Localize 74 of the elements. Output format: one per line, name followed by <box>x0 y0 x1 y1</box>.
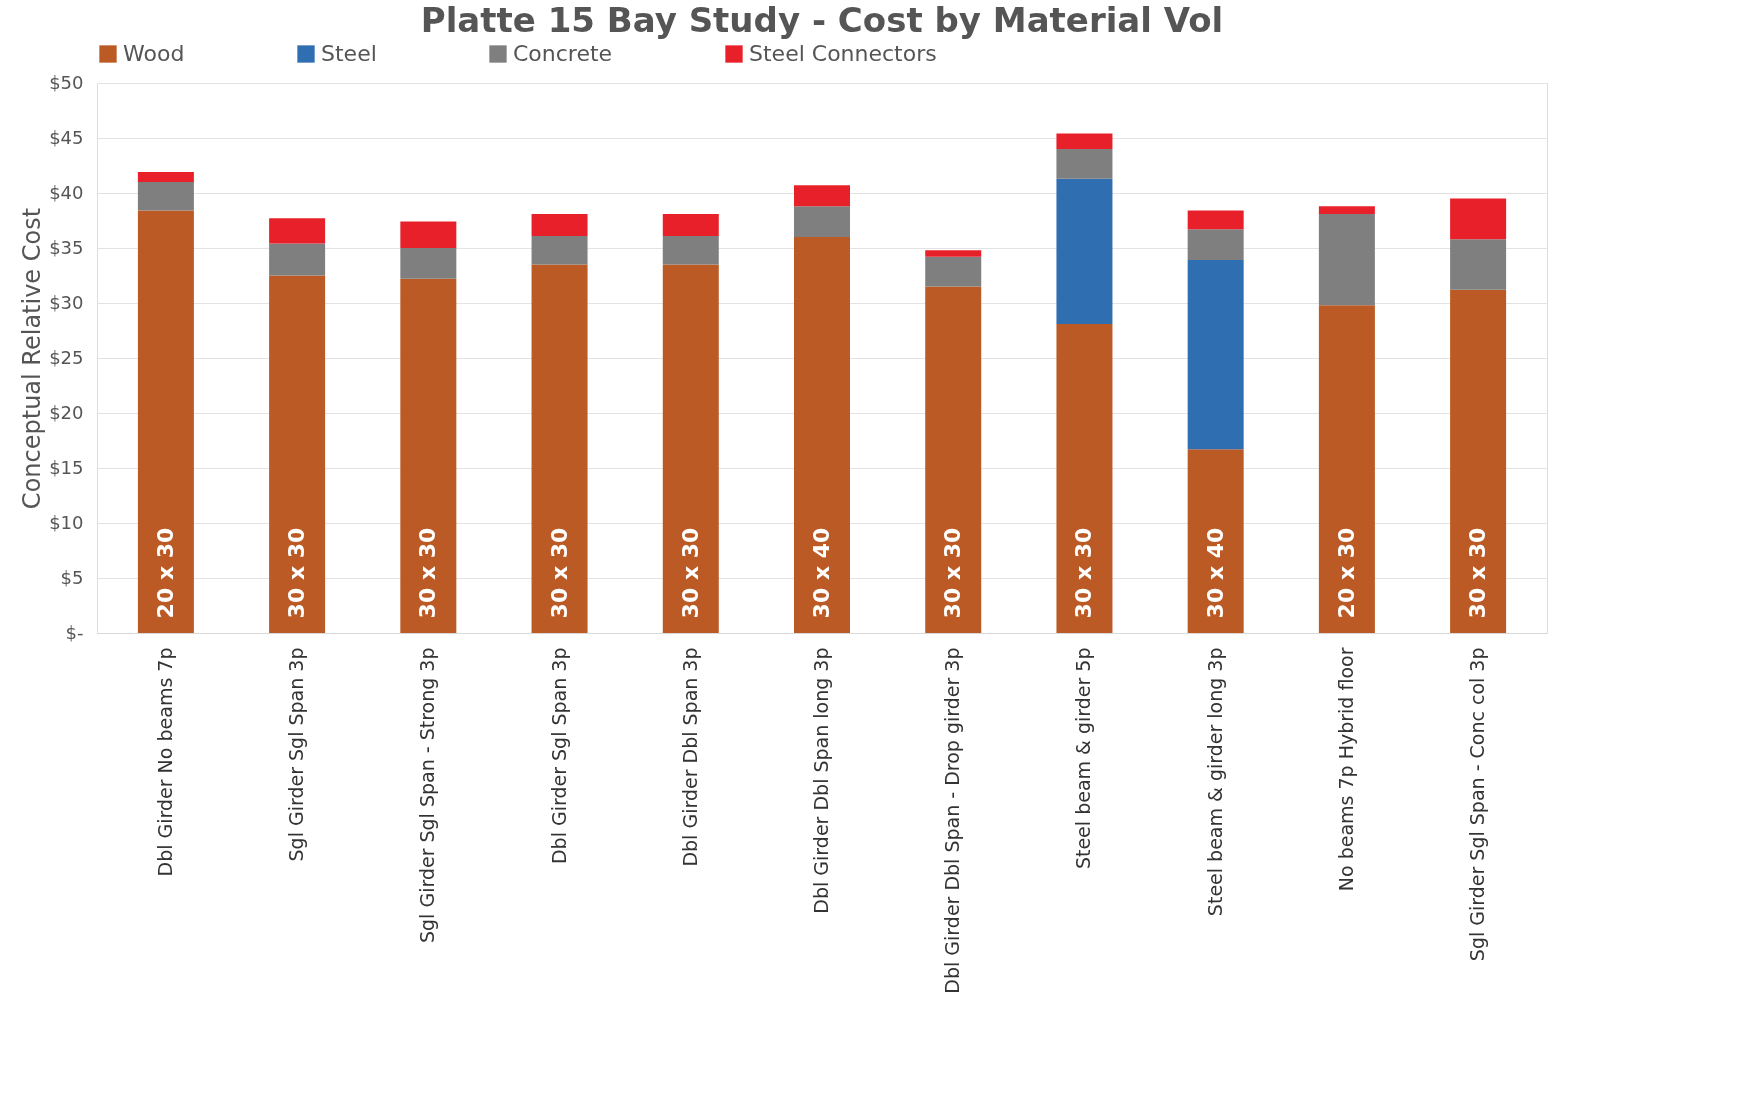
bar <box>662 235 719 265</box>
bar <box>794 237 850 633</box>
x-tick-label: Sgl Girder Sgl Span - Strong 3p <box>416 647 439 944</box>
y-tick-label: $15 <box>49 456 84 478</box>
annotation: 30 x 30 <box>546 527 572 619</box>
legend-label: Steel <box>321 41 377 66</box>
bar <box>794 185 850 207</box>
x-tick-label: Dbl Girder Dbl Span long 3p <box>810 647 832 914</box>
legend-label: Steel Connectors <box>749 41 937 66</box>
bar <box>531 264 588 633</box>
legend-label: Concrete <box>513 41 613 66</box>
bar <box>137 182 194 211</box>
annotation: 20 x 30 <box>152 527 178 619</box>
bar <box>1187 229 1244 261</box>
bar <box>1318 305 1375 633</box>
bar <box>1187 260 1244 450</box>
x-tick-label: Dbl Girder Dbl Span 3p <box>678 647 701 867</box>
bar <box>925 250 982 257</box>
y-tick-label: $5 <box>60 566 84 588</box>
bar <box>1187 449 1244 633</box>
annotation: 30 x 30 <box>677 527 703 619</box>
y-tick-label: $50 <box>49 71 84 93</box>
y-tick-label: $25 <box>49 346 84 368</box>
bar <box>1318 213 1375 306</box>
x-tick-label: Dbl Girder No beams 7p <box>153 647 176 877</box>
bar <box>531 213 588 236</box>
bar <box>137 210 194 633</box>
y-tick-label: $45 <box>49 126 84 148</box>
bar <box>1056 323 1113 633</box>
y-tick-label: $35 <box>49 236 84 258</box>
annotation: 30 x 30 <box>415 527 441 619</box>
annotation: 30 x 40 <box>809 527 834 619</box>
bar <box>662 264 719 633</box>
bar <box>1056 149 1113 179</box>
bar <box>1056 133 1113 149</box>
bar <box>400 248 457 279</box>
y-tick-label: $40 <box>49 181 84 203</box>
y-tick-label: $20 <box>49 401 84 423</box>
x-tick-label: No beams 7p Hybrid floor <box>1334 647 1357 892</box>
x-tick-label: Steel beam & girder 5p <box>1072 647 1095 870</box>
bar <box>269 218 326 244</box>
bar <box>137 172 194 182</box>
bar <box>1450 289 1507 633</box>
annotation: 30 x 40 <box>1202 527 1228 619</box>
bar <box>1187 210 1244 230</box>
bar <box>1318 206 1375 214</box>
x-tick-label: Sgl Girder Sgl Span - Conc col 3p <box>1466 647 1489 962</box>
y-tick-label: $30 <box>49 291 84 313</box>
annotation: 30 x 30 <box>284 527 310 619</box>
chart-title: Platte 15 Bay Study - Cost by Material Vol <box>420 0 1224 40</box>
bar <box>925 286 982 633</box>
annotation: 20 x 30 <box>1333 527 1359 619</box>
y-axis-title: Conceptual Relative Cost <box>18 207 47 510</box>
bar <box>1450 239 1507 290</box>
bar <box>662 213 719 236</box>
bar <box>1450 198 1507 240</box>
annotation: 30 x 30 <box>940 527 966 619</box>
x-tick-label: Steel beam & girder long 3p <box>1203 647 1226 917</box>
legend-label: Wood <box>123 41 185 66</box>
bar <box>1056 178 1113 324</box>
bar <box>269 243 326 276</box>
bar <box>269 275 326 633</box>
bar <box>531 235 588 265</box>
bar <box>400 221 457 248</box>
x-tick-label: Dbl Girder Sgl Span 3p <box>547 647 570 865</box>
bar <box>925 256 982 287</box>
x-tick-label: Sgl Girder Sgl Span 3p <box>285 647 308 862</box>
annotation: 30 x 30 <box>1465 527 1491 619</box>
bar <box>400 278 457 633</box>
y-tick-label: $10 <box>49 511 84 533</box>
y-tick-label: $- <box>65 621 84 643</box>
x-tick-label: Dbl Girder Dbl Span - Drop girder 3p <box>941 647 964 994</box>
bar <box>794 206 850 237</box>
annotation: 30 x 30 <box>1071 527 1097 619</box>
